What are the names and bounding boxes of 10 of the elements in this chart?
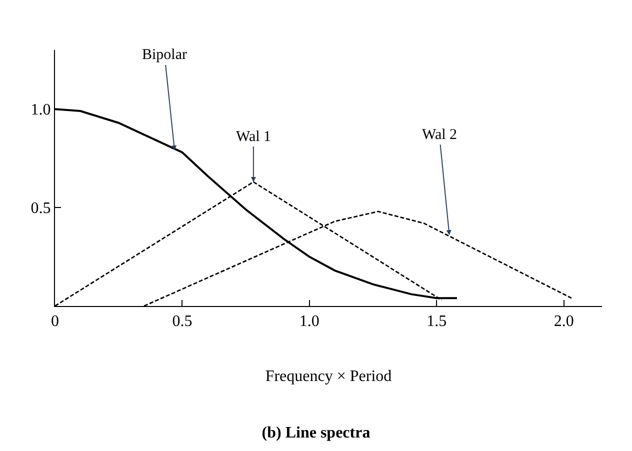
x-tick-label: 0 [51, 313, 59, 330]
annotation: Bipolar [142, 47, 187, 63]
x-axis-title: Frequency × Period [265, 368, 392, 385]
x-tick-label: 1.5 [426, 313, 447, 330]
x-tick-label: 0.5 [172, 313, 192, 330]
x-tick-label: 1.0 [299, 313, 320, 330]
annotation: Wal 1 [236, 129, 272, 145]
annotation: Wal 2 [422, 127, 458, 143]
x-tick-label: 2.0 [554, 313, 574, 330]
text: (b) Line spectra [262, 424, 370, 442]
